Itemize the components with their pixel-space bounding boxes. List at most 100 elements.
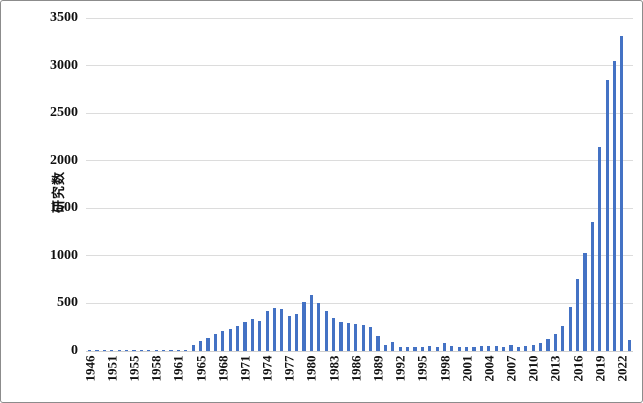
bar-1999 (450, 346, 454, 351)
x-tick-label-1958: 1958 (148, 355, 164, 382)
bar-1992 (398, 346, 402, 351)
bar-1973 (258, 320, 262, 351)
x-tick-label-1971: 1971 (237, 355, 253, 382)
bar-2005 (494, 346, 498, 351)
y-axis-title: 研究数 (51, 171, 66, 214)
gridline (86, 160, 633, 162)
bar-1988 (368, 327, 373, 351)
bar-2015 (568, 307, 572, 351)
bar-1966 (206, 337, 210, 351)
bar-1969 (228, 328, 232, 351)
x-tick-label-1986: 1986 (348, 355, 364, 382)
bar-2021 (612, 60, 617, 351)
x-tick-label-1965: 1965 (193, 355, 209, 382)
bar-1950 (102, 350, 107, 351)
bar-1958 (154, 350, 158, 351)
bar-2009 (524, 346, 528, 351)
bar-2014 (561, 325, 565, 351)
bar-2020 (605, 79, 609, 351)
bar-1986 (354, 324, 358, 351)
y-tick-label: 3500 (50, 10, 78, 25)
y-tick-label: 3000 (50, 57, 78, 73)
bar-2001 (465, 347, 469, 351)
y-tick-label: 1000 (50, 247, 78, 263)
bar-1956 (139, 350, 144, 351)
x-tick-label-2022: 2022 (614, 355, 630, 382)
y-tick-label: 2500 (50, 105, 78, 121)
bar-1979 (302, 302, 306, 351)
y-tick-label: 500 (57, 295, 78, 311)
bar-1985 (346, 322, 350, 351)
x-tick-label-2004: 2004 (481, 355, 497, 382)
bar-2018 (590, 221, 594, 351)
bar-1981 (317, 302, 321, 351)
x-tick-label-1995: 1995 (414, 355, 430, 382)
bar-1959 (162, 350, 166, 351)
bar-1963 (184, 349, 188, 351)
bar-1967 (213, 334, 217, 351)
bar-2004 (487, 345, 491, 351)
bar-1994 (413, 346, 417, 351)
x-tick-label-1961: 1961 (170, 355, 186, 382)
bar-2007 (509, 345, 513, 351)
bar-2019 (598, 147, 602, 351)
x-tick-label-1992: 1992 (392, 355, 408, 382)
bar-1952 (117, 350, 121, 351)
x-tick-label-1989: 1989 (370, 355, 386, 382)
bar-1977 (287, 315, 291, 351)
bar-1998 (442, 343, 447, 351)
bar-2023 (627, 339, 631, 351)
x-tick-label-1968: 1968 (215, 355, 231, 382)
x-tick-label-2013: 2013 (547, 355, 563, 382)
bar-2017 (583, 253, 587, 351)
bar-1968 (221, 331, 225, 351)
gridline (86, 65, 633, 67)
bar-1955 (132, 350, 136, 351)
bar-1993 (405, 347, 410, 351)
x-tick-label-1946: 1946 (82, 355, 98, 382)
bar-1974 (265, 311, 269, 351)
gridline (86, 17, 633, 19)
x-axis-line (86, 350, 633, 352)
bar-1991 (391, 342, 395, 351)
bar-1984 (339, 321, 343, 351)
bar-1975 (272, 307, 277, 351)
y-tick-label: 2000 (50, 152, 78, 168)
x-tick-label-1980: 1980 (303, 355, 319, 382)
bar-1997 (435, 346, 439, 351)
bar-1978 (295, 314, 299, 351)
bar-2016 (575, 278, 580, 351)
y-tick-label: 1500 (50, 200, 78, 216)
x-tick-label-1977: 1977 (281, 355, 297, 382)
bar-2006 (502, 346, 506, 351)
bar-2008 (516, 346, 520, 351)
bar-2011 (539, 342, 543, 351)
x-tick-label-1974: 1974 (259, 355, 275, 382)
bar-2002 (472, 346, 476, 351)
plot-area (86, 17, 633, 352)
bar-1983 (332, 318, 336, 351)
x-tick-label-1998: 1998 (437, 355, 452, 382)
bar-1995 (420, 346, 424, 351)
bar-1976 (280, 309, 284, 351)
x-tick-label-1983: 1983 (326, 355, 342, 382)
bar-1946 (88, 350, 92, 351)
x-tick-label-2007: 2007 (503, 355, 519, 382)
x-tick-label-1951: 1951 (104, 355, 120, 382)
gridline (86, 255, 633, 257)
bar-1989 (376, 336, 380, 351)
bar-1961 (176, 350, 180, 351)
bar-1987 (361, 324, 365, 351)
y-tick-label: 0 (71, 343, 78, 358)
bar-1951 (110, 350, 114, 351)
bar-1980 (309, 294, 314, 351)
bar-1960 (169, 350, 173, 351)
bar-1957 (147, 350, 151, 351)
bar-1982 (324, 311, 328, 351)
bar-2012 (546, 339, 550, 351)
bar-2013 (553, 334, 557, 351)
bar-2010 (531, 344, 535, 351)
bar-1964 (191, 344, 195, 351)
bar-1972 (250, 318, 254, 351)
